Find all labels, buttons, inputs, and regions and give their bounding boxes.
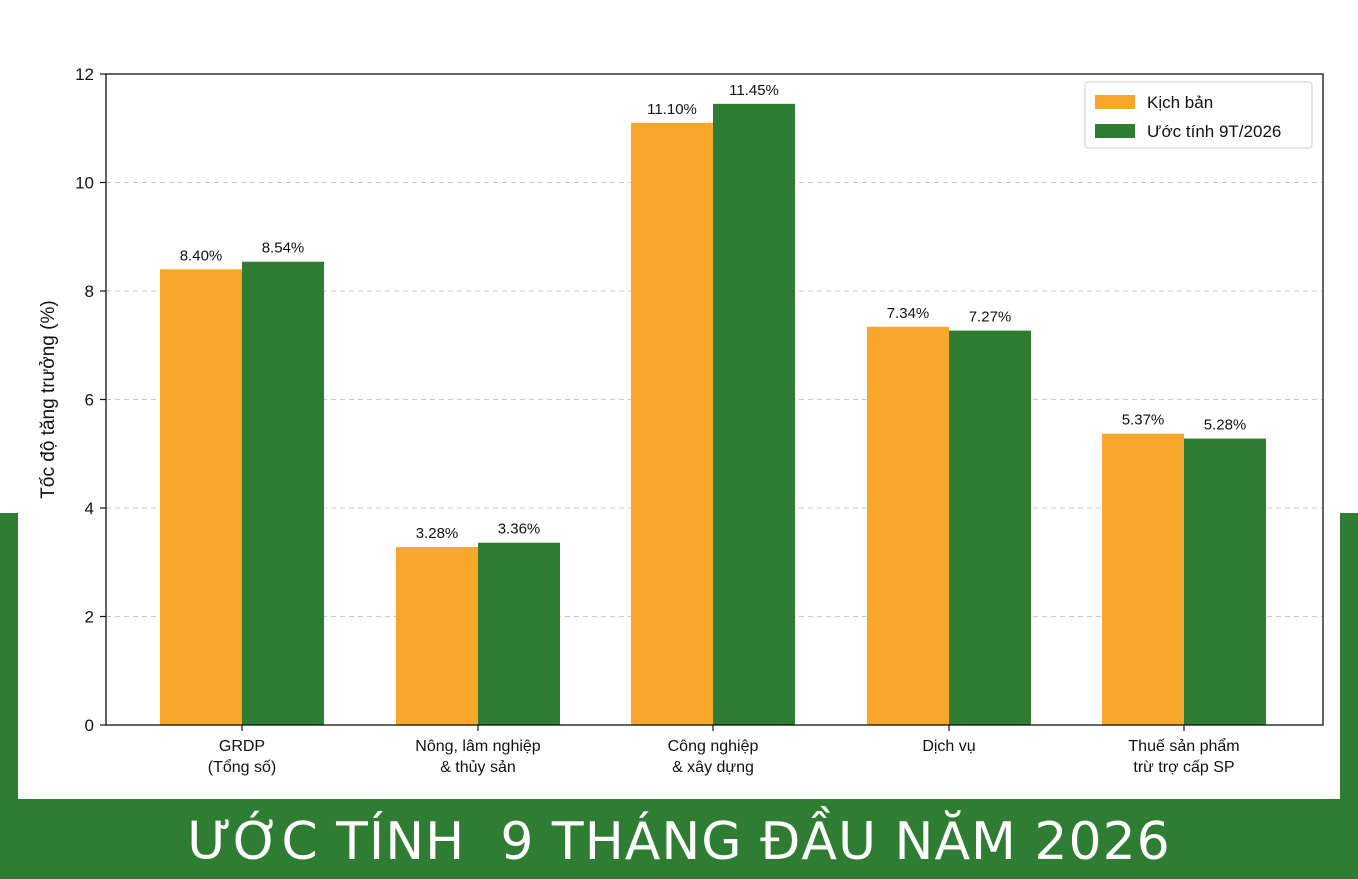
category-label: Dịch vụ [922,738,975,755]
legend: Kịch bản Ước tính 9T/2026 [1084,81,1313,149]
chart-panel: 8.40% 8.54% 3.28% 3.36% 11.10% 11.45% 7.34% 7.2… [18,0,1340,799]
y-tick-label: 10 [75,174,94,193]
legend-box [1084,81,1313,149]
legend-label-scenario: Kịch bản [1147,93,1213,112]
value-label-scenario: 5.37% [1122,412,1165,429]
y-tick-label: 2 [85,608,94,627]
value-label-estimate: 8.54% [262,240,305,257]
category-label-line: trừ trợ cấp SP [1133,759,1234,776]
category-label-line: Công nghiệp [668,738,759,755]
value-label-estimate: 7.27% [969,309,1012,326]
category-label-line: Thuế sản phẩm [1128,737,1239,755]
bar-scenario [160,269,242,725]
bar-scenario [1102,433,1184,725]
value-label-scenario: 7.34% [887,305,930,322]
bar-estimate [713,103,795,725]
bar-estimate [949,330,1031,725]
growth-bar-chart: 8.40% 8.54% 3.28% 3.36% 11.10% 11.45% 7.34% 7.2… [38,65,1324,776]
y-tick-label: 4 [85,499,94,518]
category-label: Công nghiệp & xây dựng [668,738,759,776]
category-label-line: Dịch vụ [922,738,975,755]
bar-scenario [631,122,713,725]
banner-title: ƯỚC TÍNH 9 THÁNG ĐẦU NĂM 2026 [187,812,1171,872]
value-label-scenario: 8.40% [180,247,223,264]
category-label: Nông, lâm nghiệp & thủy sản [415,738,541,776]
category-labels: GRDP (Tổng số) Nông, lâm nghiệp & thủy sản C… [208,737,1240,776]
y-tick-label: 8 [85,282,94,301]
value-label-estimate: 5.28% [1204,417,1247,434]
category-label-line: GRDP [219,738,265,755]
y-tick-label: 12 [75,65,94,84]
axis-ticks: 0 2 4 6 8 10 12 [75,65,1185,735]
category-label-line: (Tổng số) [208,758,276,776]
value-label-scenario: 11.10% [647,101,697,118]
bar-scenario [867,326,949,725]
y-axis-title: Tốc độ tăng trưởng (%) [38,300,59,498]
legend-label-estimate: Ước tính 9T/2026 [1147,122,1281,141]
category-label: GRDP (Tổng số) [208,738,276,776]
bar-estimate [242,261,324,725]
value-label-estimate: 11.45% [729,82,779,99]
value-labels: 8.40% 8.54% 3.28% 3.36% 11.10% 11.45% 7.34% 7.2… [180,82,1247,542]
bar-scenario [396,547,478,725]
y-tick-label: 6 [85,391,94,410]
legend-swatch-estimate [1095,124,1135,138]
category-label-line: Nông, lâm nghiệp [415,738,541,755]
bar-estimate [1184,438,1266,725]
value-label-estimate: 3.36% [498,521,541,538]
y-tick-label: 0 [85,716,94,735]
bar-estimate [478,542,560,725]
category-label: Thuế sản phẩm trừ trợ cấp SP [1128,737,1239,776]
category-label-line: & xây dựng [672,759,754,776]
value-label-scenario: 3.28% [416,525,459,542]
bars [160,103,1266,725]
legend-swatch-scenario [1095,95,1135,109]
category-label-line: & thủy sản [440,759,516,776]
